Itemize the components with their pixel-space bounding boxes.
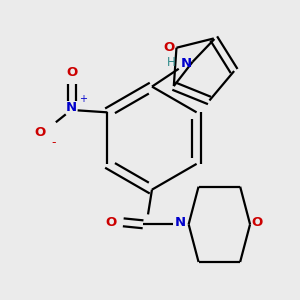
Text: O: O: [106, 216, 117, 229]
Text: -: -: [52, 136, 56, 148]
Text: O: O: [163, 41, 174, 54]
Text: O: O: [34, 126, 46, 139]
Text: H: H: [167, 56, 175, 69]
Text: +: +: [79, 94, 87, 104]
Text: N: N: [175, 216, 186, 229]
Text: N: N: [181, 57, 192, 70]
Text: O: O: [66, 66, 77, 79]
Text: N: N: [66, 101, 77, 114]
Text: O: O: [251, 216, 262, 229]
